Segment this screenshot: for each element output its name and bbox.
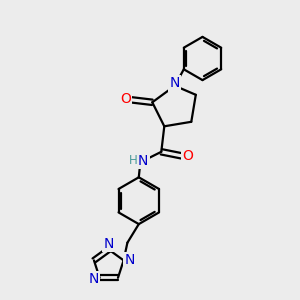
Text: N: N [169, 76, 180, 90]
Text: H: H [129, 154, 138, 167]
Text: N: N [138, 154, 148, 168]
Text: N: N [88, 272, 99, 286]
Text: N: N [124, 254, 135, 267]
Text: O: O [182, 149, 193, 163]
Text: O: O [120, 92, 131, 106]
Text: N: N [103, 237, 114, 250]
